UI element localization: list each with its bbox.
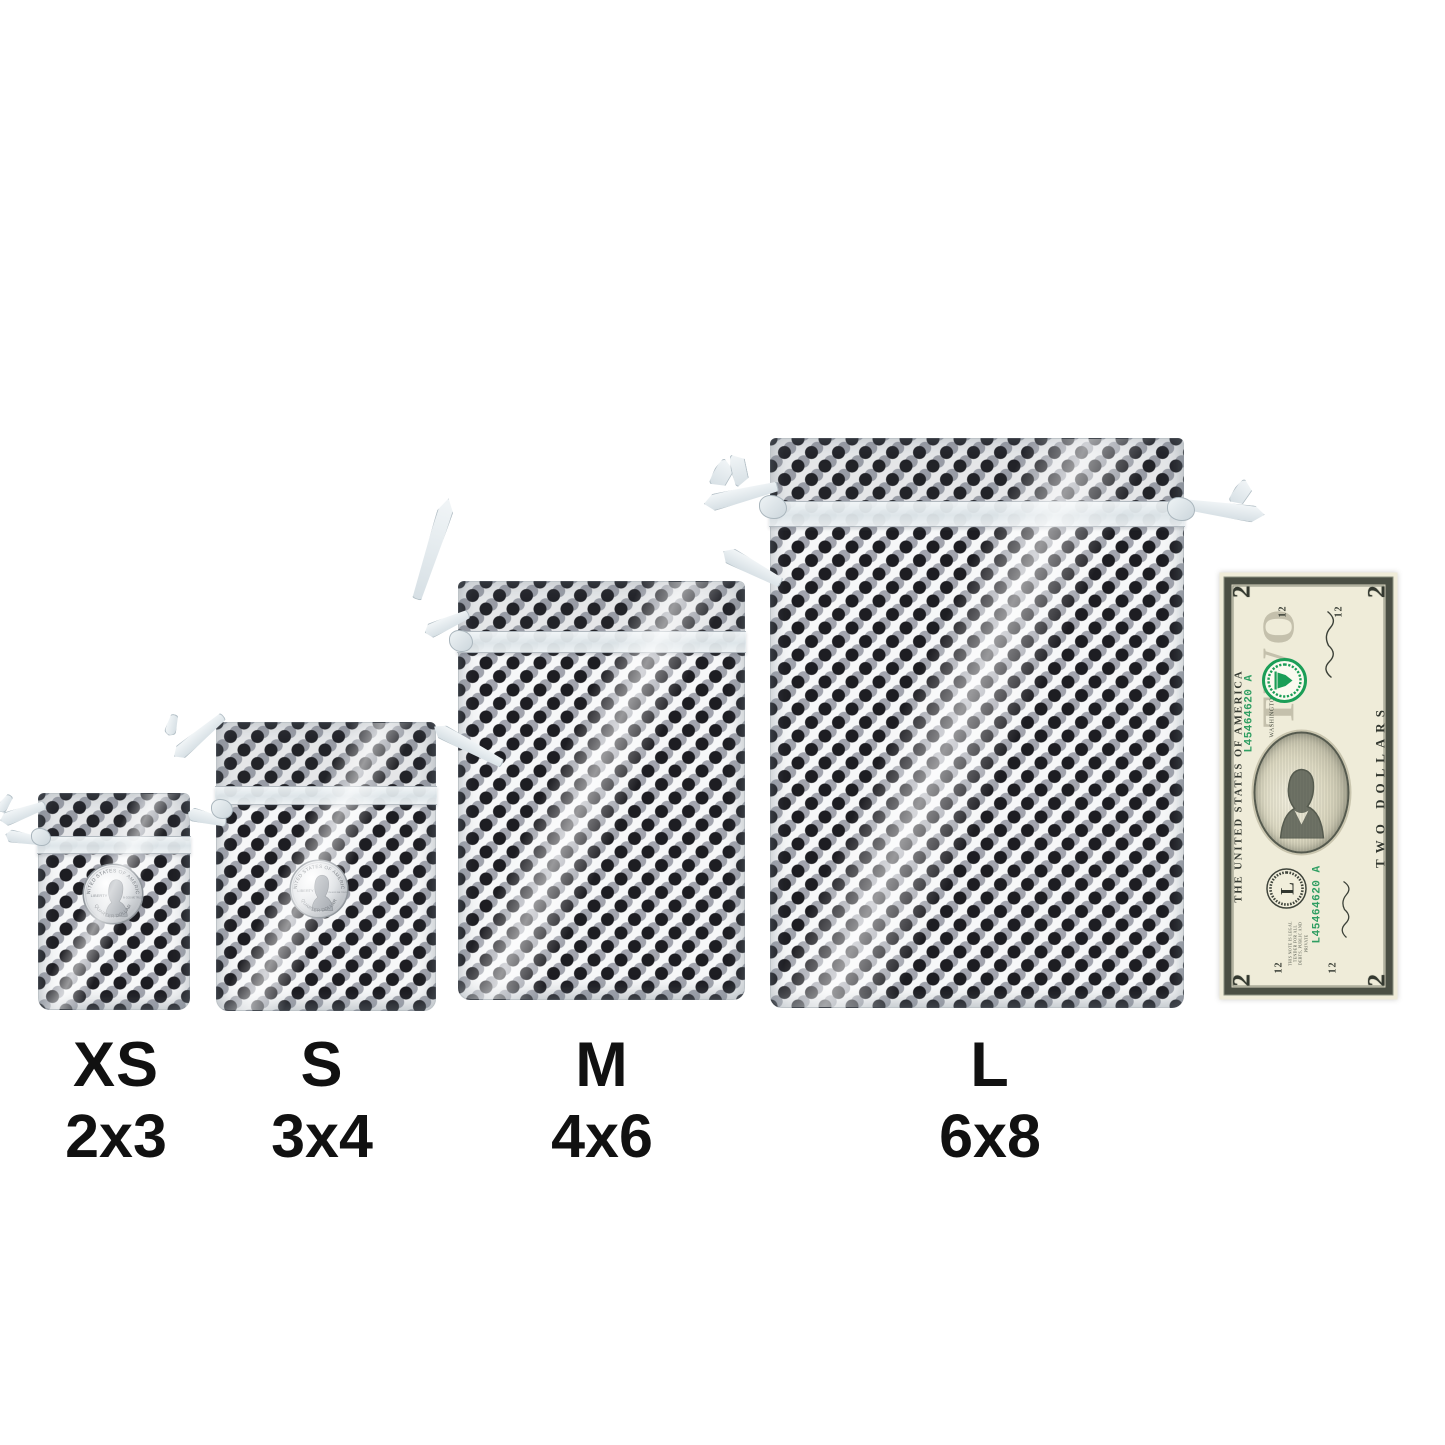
drawstring-ribbon <box>457 631 746 653</box>
drawstring-knot <box>1167 497 1195 521</box>
coin-bust <box>105 879 128 917</box>
size-label-l: L 6x8 <box>890 1030 1090 1169</box>
coin-bust <box>311 874 334 911</box>
treasury-seal <box>1262 658 1307 703</box>
two-dollar-bill: 2 2 2 2 FEDERAL RESERVE NOTE THE UNITED … <box>1219 572 1398 1000</box>
size-letter: S <box>300 1030 344 1100</box>
quarter-coin: UNITED STATES OF AMERICA QUARTER DOLLAR … <box>289 859 349 919</box>
bill-top-banner: FEDERAL RESERVE NOTE <box>1226 738 1233 834</box>
secretary-signature <box>1341 880 1350 938</box>
two-dollar-bill-face: 2 2 2 2 FEDERAL RESERVE NOTE THE UNITED … <box>1219 572 1398 1000</box>
bag-flap <box>217 723 435 787</box>
organza-bag-xs: UNITED STATES OF AMERICA QUARTER DOLLAR … <box>37 793 191 1010</box>
organza-bag-l <box>770 438 1184 1008</box>
bag-flap <box>771 439 1183 502</box>
bill-serial-number: L45464620 A <box>1311 865 1324 944</box>
coin-motto-text: IN GOD WE TRUST <box>329 892 349 894</box>
drawstring-ribbon <box>37 836 191 854</box>
federal-reserve-district-seal: L <box>1266 868 1307 909</box>
drawstring-tail <box>728 452 751 489</box>
size-label-s: S 3x4 <box>222 1030 422 1169</box>
size-dimensions: 3x4 <box>271 1102 373 1170</box>
bill-district-number: 12 <box>1273 961 1285 974</box>
bill-country-banner: THE UNITED STATES OF AMERICA <box>1233 669 1245 903</box>
jefferson-portrait <box>1253 731 1350 854</box>
bag-flap <box>459 582 744 632</box>
bill-district-number: 12 <box>1277 605 1289 618</box>
drawstring-knot <box>449 630 473 652</box>
bag-flap <box>39 794 189 837</box>
size-label-xs: XS 2x3 <box>16 1030 216 1169</box>
district-letter: L <box>1278 882 1299 895</box>
drawstring-knot <box>211 799 233 819</box>
size-letter: M <box>575 1030 629 1100</box>
bill-serial-number: L45464620 A <box>1243 674 1256 753</box>
bill-district-number: 12 <box>1327 961 1339 974</box>
drawstring-tail <box>163 713 180 737</box>
size-dimensions: 2x3 <box>65 1102 167 1170</box>
bill-legal-clause: THIS NOTE IS LEGAL TENDER FOR ALL DEBTS,… <box>1287 921 1309 966</box>
coin-motto-text: IN GOD WE TRUST <box>123 897 144 899</box>
bill-bottom-banner: TWO DOLLARS <box>1372 704 1388 868</box>
organza-bag-s: UNITED STATES OF AMERICA QUARTER DOLLAR … <box>215 722 437 1011</box>
size-label-m: M 4x6 <box>502 1030 702 1169</box>
size-letter: XS <box>72 1030 160 1100</box>
organza-bag-m <box>457 581 746 1000</box>
size-dimensions: 4x6 <box>551 1102 653 1170</box>
drawstring-tail <box>409 496 457 602</box>
drawstring-tail <box>430 721 506 771</box>
drawstring-ribbon <box>769 501 1185 527</box>
drawstring-ribbon <box>215 786 437 805</box>
drawstring-knot <box>31 828 51 846</box>
coin-liberty-text: LIBERTY <box>297 888 314 893</box>
treasurer-signature <box>1325 610 1335 679</box>
drawstring-knot <box>759 495 787 519</box>
size-dimensions: 6x8 <box>939 1102 1041 1170</box>
quarter-coin: UNITED STATES OF AMERICA QUARTER DOLLAR … <box>82 863 144 925</box>
coin-liberty-text: LIBERTY <box>91 893 108 898</box>
size-letter: L <box>970 1030 1010 1100</box>
